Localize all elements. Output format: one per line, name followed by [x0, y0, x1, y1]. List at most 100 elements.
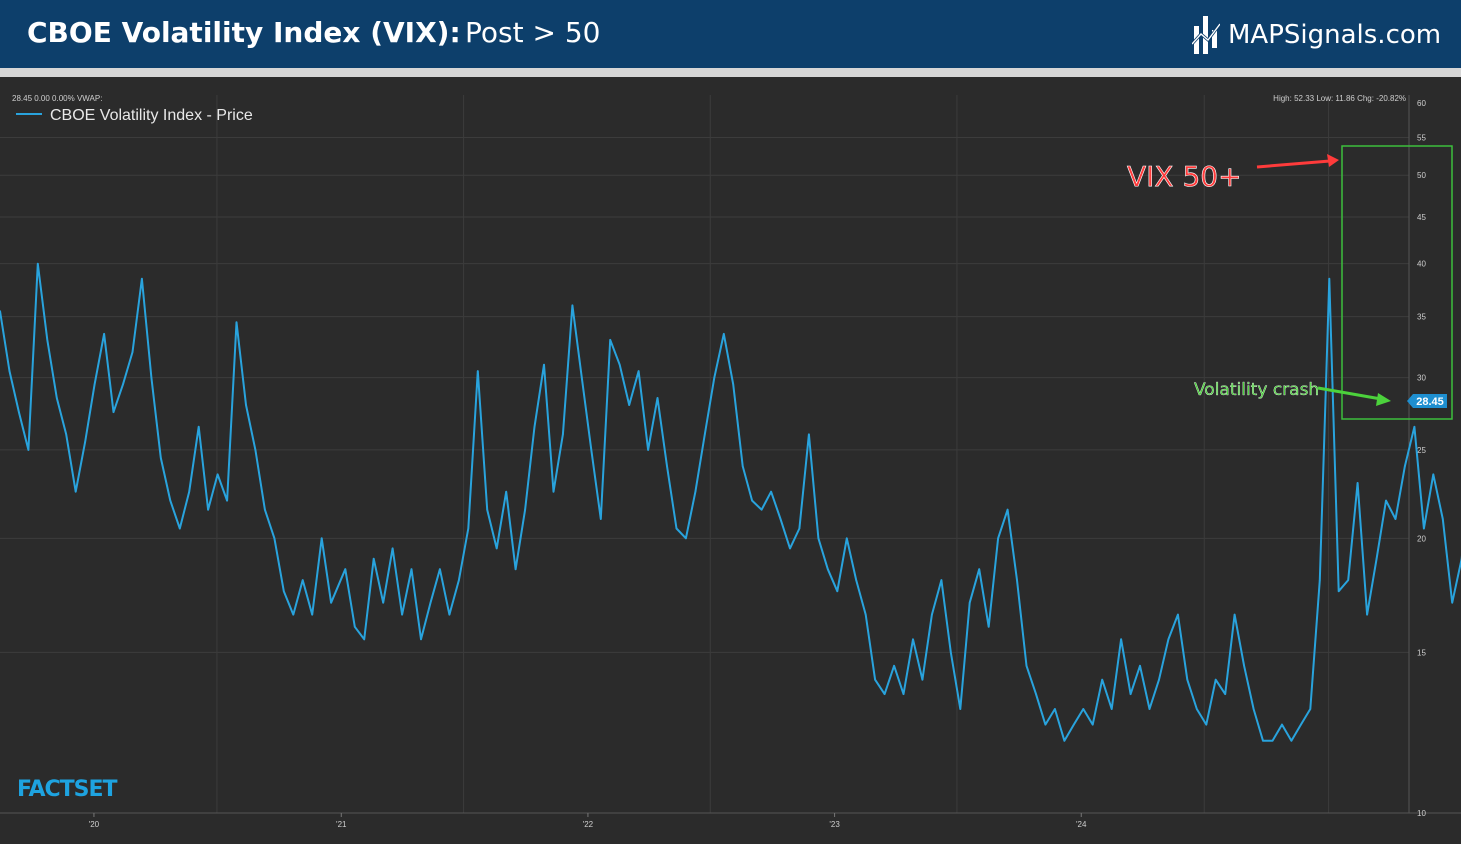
y-tick-label: 10 [1417, 809, 1426, 818]
data-point [382, 601, 384, 604]
data-point [122, 383, 124, 386]
data-point [1129, 693, 1132, 695]
data-point [599, 518, 602, 520]
y-tick-label: 50 [1417, 171, 1426, 180]
data-point [401, 613, 403, 616]
data-point [1451, 601, 1454, 604]
vix-chart: 10 15 20 25 30 35 40 45 50 55 60 '20 '21 '22 '23 '24 2… [0, 77, 1461, 844]
stats-right: High: 52.33 Low: 11.86 Chg: -20.82% [1273, 94, 1406, 103]
data-point [1139, 664, 1141, 667]
data-point [1110, 708, 1113, 710]
data-point [1233, 613, 1236, 616]
x-tick-label: '22 [583, 820, 594, 829]
header-divider [0, 68, 1461, 77]
data-point [1356, 482, 1359, 484]
data-point [311, 613, 314, 616]
x-tick-label: '21 [336, 820, 347, 829]
last-value-badge: 28.45 [1407, 394, 1447, 408]
data-point [112, 411, 115, 413]
data-point [1441, 518, 1444, 520]
last-value-label: 28.45 [1416, 396, 1444, 408]
y-tick-label: 40 [1417, 260, 1426, 269]
data-point [912, 638, 914, 641]
data-point [1177, 613, 1179, 616]
data-point [713, 376, 716, 379]
data-point [93, 383, 96, 386]
data-point [1404, 465, 1406, 467]
data-point [273, 537, 276, 540]
data-point [685, 537, 687, 540]
data-point [571, 304, 574, 307]
data-point [694, 490, 697, 493]
annotation-crash: Volatility crash [1194, 380, 1319, 400]
data-point [410, 568, 413, 571]
data-point [0, 310, 1, 312]
x-tick-label: '24 [1076, 820, 1087, 829]
data-point [864, 613, 867, 616]
data-point [552, 490, 555, 493]
data-point [1186, 678, 1189, 681]
data-point [1167, 638, 1170, 641]
data-point [656, 397, 659, 399]
data-point [178, 527, 181, 530]
y-tick-label: 20 [1417, 534, 1426, 543]
data-point [514, 568, 517, 571]
data-point [562, 433, 564, 436]
data-point [845, 537, 848, 540]
y-tick-label: 35 [1417, 313, 1426, 322]
highlight-box [1341, 145, 1453, 420]
data-point [188, 490, 191, 493]
data-point [940, 579, 943, 581]
data-point [543, 363, 545, 366]
data-point [391, 547, 394, 550]
page-title: CBOE Volatility Index (VIX): [27, 16, 461, 49]
data-point [1054, 708, 1056, 710]
data-point [301, 579, 304, 581]
last-value-badge-bg [1407, 394, 1447, 408]
data-point [141, 278, 143, 280]
data-point [637, 370, 640, 372]
data-point [458, 579, 460, 581]
page-subtitle: Post > 50 [465, 16, 601, 49]
data-point [1196, 708, 1198, 710]
data-point [1016, 579, 1018, 581]
data-point [363, 638, 366, 641]
stats-left: 28.45 0.00 0.00% VWAP: [12, 94, 102, 103]
data-point [1347, 579, 1349, 581]
data-point [27, 449, 30, 451]
data-point [760, 508, 763, 511]
data-point [18, 411, 20, 413]
data-point [131, 351, 134, 353]
data-point [874, 678, 876, 681]
data-point [1120, 638, 1122, 641]
data-point [197, 426, 200, 428]
plot-background [0, 77, 1461, 844]
data-point [37, 262, 39, 265]
data-point [150, 376, 153, 379]
brand-text: MAPSignals.com [1228, 20, 1442, 50]
legend: CBOE Volatility Index - Price [16, 107, 253, 124]
data-point [1432, 473, 1435, 476]
data-point [1148, 708, 1151, 710]
series-line-vix [0, 262, 1461, 742]
x-tick-label: '23 [829, 820, 840, 829]
data-point [1309, 708, 1312, 710]
annotation-crash-arrow [1317, 386, 1382, 401]
data-point [618, 363, 621, 366]
data-point [1082, 708, 1085, 710]
data-point [1101, 678, 1103, 681]
data-point [292, 613, 295, 616]
y-tick-label: 25 [1417, 446, 1426, 455]
legend-label: CBOE Volatility Index - Price [50, 107, 253, 124]
data-point [1318, 579, 1321, 581]
data-point [883, 693, 886, 695]
series-points [0, 262, 1461, 742]
data-point [1214, 678, 1217, 681]
data-point [817, 537, 820, 540]
data-point [74, 490, 77, 493]
data-point [1035, 693, 1037, 695]
x-axis-ticks: '20 '21 '22 '23 '24 [89, 813, 1087, 829]
data-point [789, 547, 791, 550]
data-point [1025, 664, 1028, 667]
data-point [1262, 739, 1264, 742]
